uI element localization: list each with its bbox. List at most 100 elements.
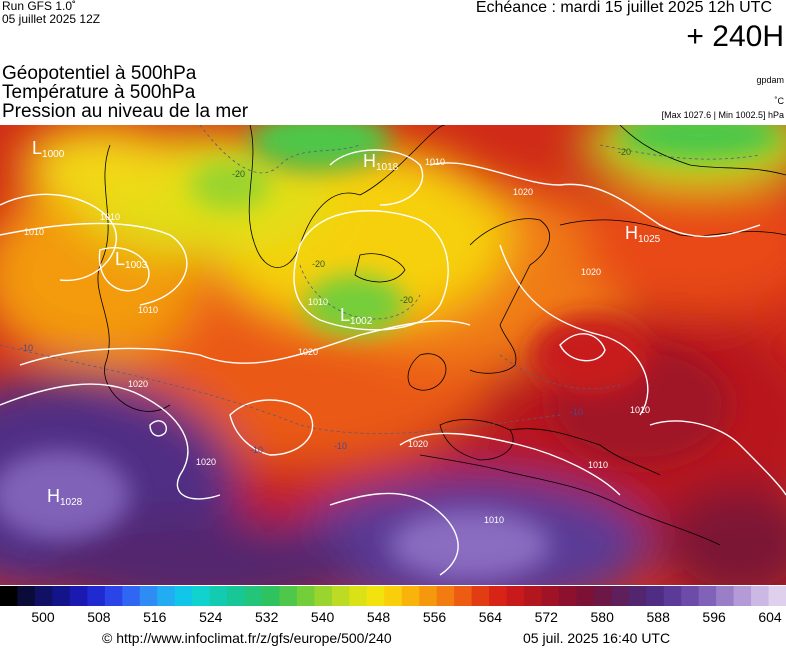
- title-temperature: Température à 500hPa: [2, 82, 196, 103]
- color-swatch: [279, 586, 298, 606]
- color-scale-tick: 500: [31, 609, 55, 625]
- coastlines: [97, 125, 786, 546]
- isotherm-label: -20: [232, 169, 245, 179]
- source-url[interactable]: © http://www.infoclimat.fr/z/gfs/europe/…: [102, 630, 392, 646]
- pressure-center: L1003: [115, 249, 148, 271]
- color-scale-tick: 596: [702, 609, 726, 625]
- color-scale-tick: 556: [422, 609, 447, 625]
- isobar-label: 1010: [138, 305, 158, 315]
- color-swatch: [227, 586, 246, 606]
- color-swatch: [541, 586, 560, 606]
- isobars: [0, 149, 786, 576]
- color-scale-tick: 540: [310, 609, 335, 625]
- color-swatch: [331, 586, 350, 606]
- isotherm-label: -10: [570, 407, 583, 417]
- color-swatch: [698, 586, 717, 606]
- color-scale-tick: 580: [590, 609, 614, 625]
- color-swatch: [751, 586, 770, 606]
- color-scale-tick: 516: [143, 609, 167, 625]
- isotherm-label: -10: [20, 343, 33, 353]
- model-run-label: Run GFS 1.0˚: [2, 0, 77, 13]
- isobar-label: 1020: [513, 187, 533, 197]
- pressure-center: L1002: [340, 305, 373, 327]
- color-swatch: [506, 586, 525, 606]
- color-swatch: [34, 586, 53, 606]
- isobar-label: 1010: [100, 212, 120, 222]
- color-swatch: [611, 586, 630, 606]
- isotherm-labels: -20 -20 -20 -20 -10 -10 -10 -10: [20, 147, 631, 455]
- isotherm-label: -20: [312, 259, 325, 269]
- color-swatch: [716, 586, 735, 606]
- pressure-center: L1000: [32, 138, 65, 160]
- pressure-center: H1028: [47, 486, 83, 508]
- unit-temperature: ˚C: [774, 96, 785, 106]
- color-swatch: [87, 586, 106, 606]
- isobar-label: 1020: [408, 439, 428, 449]
- isobar-label: 1010: [308, 297, 328, 307]
- color-swatch: [244, 586, 263, 606]
- run-date: 05 juillet 2025 12Z: [2, 12, 101, 26]
- isobar-labels: 1010 1010 1010 1010 1020 1020 1020 1020 …: [24, 157, 650, 525]
- color-swatch: [436, 586, 455, 606]
- color-swatch: [17, 586, 36, 606]
- isobar-label: 1010: [588, 460, 608, 470]
- color-swatch: [192, 586, 211, 606]
- isotherm-label: -20: [400, 295, 413, 305]
- color-scale-tick: 524: [199, 609, 223, 625]
- color-swatch: [454, 586, 473, 606]
- color-swatch: [122, 586, 141, 606]
- color-swatch: [681, 586, 700, 606]
- color-scale-tick: 564: [478, 609, 503, 625]
- isobar-label: 1010: [24, 227, 44, 237]
- pressure-center: H1018: [363, 151, 399, 173]
- color-swatch: [296, 586, 315, 606]
- isobar-label: 1020: [581, 267, 601, 277]
- color-scale-tick: 508: [87, 609, 111, 625]
- color-swatch: [384, 586, 403, 606]
- title-geopotential: Géopotentiel à 500hPa: [2, 63, 197, 84]
- color-swatch: [663, 586, 682, 606]
- isotherm-label: -10: [334, 441, 347, 451]
- color-swatch: [489, 586, 508, 606]
- pressure-centers: L1000 H1018 L1003 L1002 H1025 H1028: [32, 138, 661, 508]
- color-scale-tick: 604: [758, 609, 782, 625]
- color-swatch: [104, 586, 123, 606]
- color-scale-bar: [0, 586, 786, 606]
- color-swatch: [401, 586, 420, 606]
- color-swatch: [733, 586, 752, 606]
- isotherm-label: -20: [618, 147, 631, 157]
- isobar-label: 1010: [630, 405, 650, 415]
- color-swatch: [139, 586, 158, 606]
- color-scale-tick: 532: [255, 609, 279, 625]
- isotherms: [0, 125, 761, 434]
- pressure-center: H1025: [625, 223, 661, 245]
- generated-time: 05 juil. 2025 16:40 UTC: [523, 630, 671, 646]
- isotherm-label: -10: [250, 445, 263, 455]
- color-swatch: [646, 586, 665, 606]
- title-pressure: Pression au niveau de la mer: [2, 101, 249, 122]
- color-swatch: [628, 586, 647, 606]
- unit-pressure-range: [Max 1027.6 | Min 1002.5] hPa: [661, 110, 784, 120]
- color-swatch: [174, 586, 193, 606]
- color-swatch: [471, 586, 490, 606]
- color-scale-tick: 548: [366, 609, 391, 625]
- color-swatch: [52, 586, 71, 606]
- isobar-label: 1020: [128, 379, 148, 389]
- color-swatch: [576, 586, 595, 606]
- color-swatch: [366, 586, 385, 606]
- geopotential-field: [0, 125, 786, 585]
- color-swatch: [157, 586, 176, 606]
- color-scale-tick: 572: [534, 609, 558, 625]
- isobar-label: 1010: [484, 515, 504, 525]
- lead-time: + 240H: [686, 20, 784, 53]
- color-swatch: [593, 586, 612, 606]
- color-swatch: [349, 586, 368, 606]
- color-swatch: [209, 586, 228, 606]
- color-swatch: [314, 586, 333, 606]
- unit-geopotential: gpdam: [756, 75, 784, 85]
- valid-time: Echéance : mardi 15 juillet 2025 12h UTC: [475, 0, 772, 16]
- color-swatch: [524, 586, 543, 606]
- color-scale-ticks: 500 508 516 524 532 540 548 556 564 572 580 588 596 6…: [0, 609, 786, 627]
- color-swatch: [69, 586, 88, 606]
- color-swatch: [0, 586, 19, 606]
